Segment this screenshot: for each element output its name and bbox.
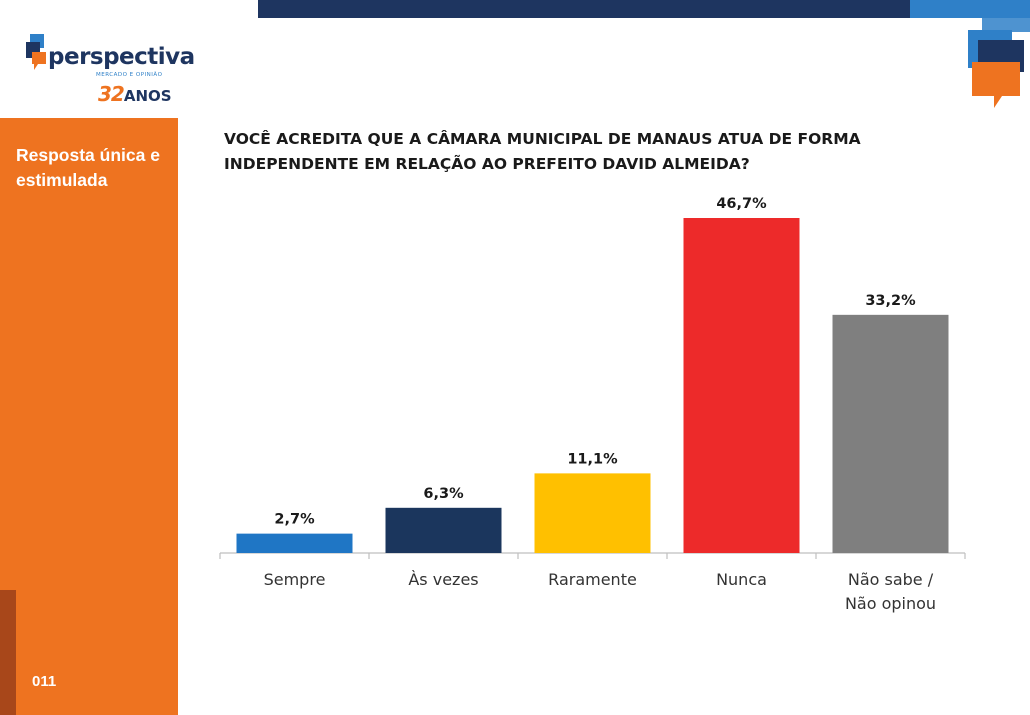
logo-tagline: MERCADO E OPINIÃO xyxy=(96,72,163,78)
bar-value-label: 11,1% xyxy=(567,451,618,467)
category-label: Não opinou xyxy=(845,594,936,613)
category-label: Sempre xyxy=(264,570,326,589)
bar xyxy=(236,533,353,553)
bar-value-label: 33,2% xyxy=(865,293,916,309)
sidebar-accent-strip xyxy=(0,590,16,715)
category-label: Não sabe / xyxy=(848,570,934,589)
bar xyxy=(683,218,800,553)
logo-anniversary: 32ANOS xyxy=(98,82,172,106)
bar-value-label: 6,3% xyxy=(423,486,464,502)
page-number: 011 xyxy=(32,673,57,690)
bar xyxy=(534,473,651,553)
logo-years-word: ANOS xyxy=(123,87,172,105)
speech-bubble-decoration xyxy=(968,6,1030,108)
response-type-label: Resposta única e estimulada xyxy=(16,145,160,190)
bar xyxy=(385,507,502,553)
chart-title: VOCÊ ACREDITA QUE A CÂMARA MUNICIPAL DE … xyxy=(224,130,861,173)
top-accent-bar xyxy=(258,0,910,18)
bar-value-label: 46,7% xyxy=(716,196,767,212)
logo-wordmark: perspectiva xyxy=(48,44,195,70)
sidebar-panel: Resposta única e estimulada 011 xyxy=(0,118,178,715)
category-label: Nunca xyxy=(716,570,767,589)
bar xyxy=(832,314,949,553)
perspectiva-logo: perspectiva MERCADO E OPINIÃO 32ANOS xyxy=(26,30,195,110)
logo-years-number: 32 xyxy=(98,82,125,106)
logo-mark-icon xyxy=(26,34,46,70)
category-label: Às vezes xyxy=(408,570,478,589)
bar-value-label: 2,7% xyxy=(274,512,315,528)
category-label: Raramente xyxy=(548,570,637,589)
